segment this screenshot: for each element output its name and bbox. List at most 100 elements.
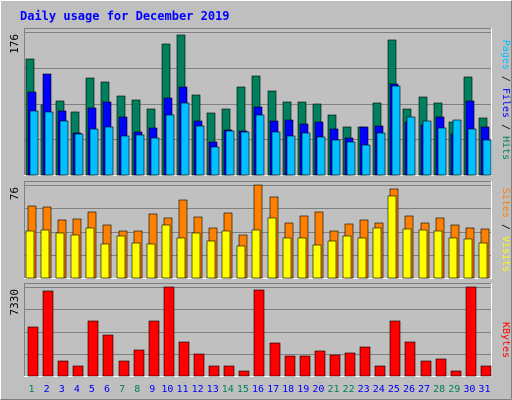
bar-kbytes-day-29 bbox=[450, 370, 462, 377]
bar-visits-day-28 bbox=[433, 230, 443, 279]
x-tick-day-24: 24 bbox=[373, 384, 385, 395]
bar-visits-day-8 bbox=[131, 242, 141, 279]
bar-pages-day-23 bbox=[361, 144, 371, 176]
x-tick-day-20: 20 bbox=[312, 384, 324, 395]
bar-visits-day-4 bbox=[70, 234, 80, 279]
x-tick-day-31: 31 bbox=[478, 384, 490, 395]
x-axis-day-labels: 1 2 3 4 5 6 7 8 9 10 11 12 13 14 15 16 17 18 19 20 21 22 23 24 2… bbox=[29, 384, 491, 395]
bar-visits-day-10 bbox=[161, 224, 171, 279]
bar-kbytes-day-23 bbox=[359, 346, 371, 377]
bar-kbytes-day-11 bbox=[178, 341, 190, 377]
bar-visits-day-2 bbox=[40, 229, 50, 279]
bar-pages-day-25 bbox=[391, 85, 401, 176]
bar-pages-day-31 bbox=[482, 139, 492, 176]
panel-kbytes: 7330 KBytes bbox=[8, 283, 511, 377]
legend-kbytes: KBytes bbox=[500, 322, 511, 358]
x-tick-day-21: 21 bbox=[327, 384, 339, 395]
bar-pages-day-13 bbox=[210, 146, 220, 176]
panel-visits-sites: 76 Sites / Visits bbox=[8, 181, 511, 279]
bar-kbytes-day-12 bbox=[193, 353, 205, 377]
bar-visits-day-30 bbox=[463, 238, 473, 279]
bar-pages-day-29 bbox=[452, 119, 462, 176]
x-tick-day-12: 12 bbox=[192, 384, 204, 395]
bar-kbytes-day-20 bbox=[314, 350, 326, 377]
bar-pages-day-18 bbox=[286, 135, 296, 176]
bar-kbytes-day-22 bbox=[344, 352, 356, 377]
bar-visits-day-13 bbox=[206, 240, 216, 279]
x-tick-day-19: 19 bbox=[297, 384, 309, 395]
bar-kbytes-day-4 bbox=[72, 365, 84, 377]
legend-visits: Visits bbox=[500, 236, 511, 272]
bar-kbytes-day-6 bbox=[102, 334, 114, 377]
chart-title: Daily usage for December 2019 bbox=[20, 9, 230, 23]
bar-visits-day-21 bbox=[327, 240, 337, 279]
bar-pages-day-14 bbox=[225, 130, 235, 176]
bar-kbytes-day-18 bbox=[284, 355, 296, 377]
y-max-label: 176 bbox=[8, 34, 21, 54]
bar-kbytes-day-14 bbox=[223, 365, 235, 377]
x-tick-day-29: 29 bbox=[448, 384, 460, 395]
x-tick-day-25: 25 bbox=[388, 384, 400, 395]
bar-pages-day-19 bbox=[301, 132, 311, 176]
x-tick-day-27: 27 bbox=[418, 384, 430, 395]
bar-pages-day-1 bbox=[29, 110, 39, 176]
bar-kbytes-day-31 bbox=[480, 365, 492, 377]
bar-visits-day-18 bbox=[282, 237, 292, 279]
x-tick-day-11: 11 bbox=[176, 384, 188, 395]
legend-sites: Sites bbox=[500, 188, 511, 218]
bar-pages-day-3 bbox=[59, 120, 69, 176]
x-tick-day-6: 6 bbox=[104, 384, 110, 395]
x-tick-day-26: 26 bbox=[403, 384, 415, 395]
x-tick-day-18: 18 bbox=[282, 384, 294, 395]
bar-visits-day-24 bbox=[372, 227, 382, 279]
bar-kbytes-day-27 bbox=[420, 360, 432, 377]
bar-pages-day-11 bbox=[180, 102, 190, 176]
legend-visits-sites: Sites / Visits bbox=[500, 188, 511, 272]
bar-kbytes-day-7 bbox=[118, 360, 130, 377]
x-tick-day-30: 30 bbox=[463, 384, 475, 395]
x-tick-day-15: 15 bbox=[237, 384, 249, 395]
bar-pages-day-20 bbox=[316, 136, 326, 176]
bar-pages-day-5 bbox=[89, 128, 99, 176]
bar-pages-day-10 bbox=[165, 114, 175, 176]
legend-separator: / bbox=[500, 218, 511, 236]
x-tick-day-1: 1 bbox=[29, 384, 35, 395]
bar-kbytes-day-5 bbox=[87, 320, 99, 377]
x-tick-day-17: 17 bbox=[267, 384, 279, 395]
bar-visits-day-6 bbox=[100, 243, 110, 279]
bar-kbytes-day-3 bbox=[57, 360, 69, 377]
bar-pages-day-15 bbox=[240, 131, 250, 176]
x-tick-day-9: 9 bbox=[149, 384, 155, 395]
x-tick-day-2: 2 bbox=[44, 384, 50, 395]
bar-pages-day-2 bbox=[44, 111, 54, 176]
x-tick-day-16: 16 bbox=[252, 384, 264, 395]
bar-pages-day-17 bbox=[271, 131, 281, 176]
bar-visits-day-22 bbox=[342, 235, 352, 279]
bar-visits-day-3 bbox=[55, 232, 65, 279]
bar-visits-day-1 bbox=[25, 230, 35, 279]
x-tick-day-3: 3 bbox=[59, 384, 65, 395]
bar-visits-day-19 bbox=[297, 237, 307, 279]
x-tick-day-22: 22 bbox=[343, 384, 355, 395]
x-tick-day-13: 13 bbox=[207, 384, 219, 395]
bar-kbytes-day-10 bbox=[163, 286, 175, 377]
bar-pages-day-8 bbox=[135, 134, 145, 176]
x-tick-day-5: 5 bbox=[89, 384, 95, 395]
bar-visits-day-11 bbox=[176, 237, 186, 279]
bar-pages-day-21 bbox=[331, 139, 341, 176]
bar-visits-day-31 bbox=[478, 242, 488, 279]
legend-separator: / bbox=[500, 70, 511, 88]
bar-pages-day-6 bbox=[104, 126, 114, 176]
x-tick-day-10: 10 bbox=[161, 384, 173, 395]
legend-files: Files bbox=[500, 88, 511, 118]
bar-pages-day-30 bbox=[467, 128, 477, 176]
legend-pages: Pages bbox=[500, 40, 511, 70]
bar-kbytes-day-9 bbox=[148, 320, 160, 377]
bar-kbytes-day-24 bbox=[374, 365, 386, 377]
bar-kbytes-day-15 bbox=[238, 370, 250, 377]
bar-pages-day-22 bbox=[346, 141, 356, 176]
bar-pages-day-9 bbox=[150, 137, 160, 176]
